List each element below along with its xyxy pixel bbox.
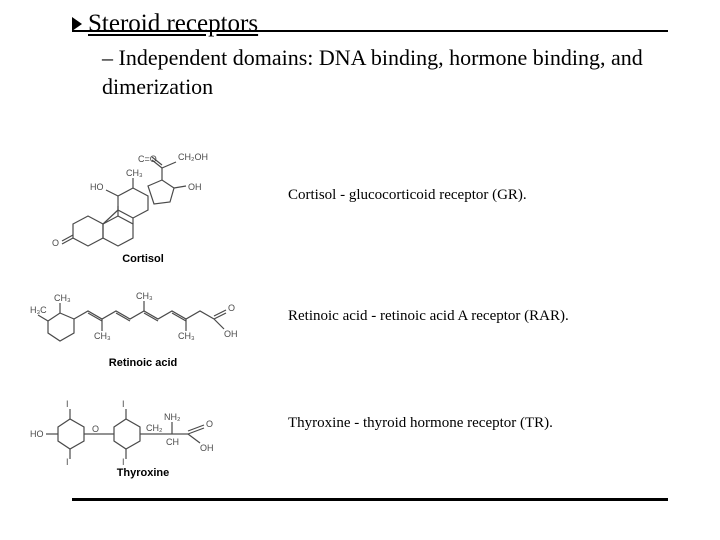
label-ch: CH <box>166 437 179 447</box>
molecule-caption-cortisol: Cortisol - glucocorticoid receptor (GR). <box>288 187 527 224</box>
bottom-rule <box>72 498 668 501</box>
label-ch2a: CH₂ <box>146 423 163 433</box>
label-o2: O <box>92 424 99 434</box>
label-i3: I <box>122 399 125 409</box>
label-ch3d: CH₃ <box>136 291 153 301</box>
molecule-name-retinoic: Retinoic acid <box>28 357 258 369</box>
label-cooh-o: O <box>228 303 235 313</box>
content-area: CH₂OH HO OH O C=O CH₃ Cortisol Cortisol … <box>28 146 688 497</box>
label-ch3a: CH₃ <box>126 168 143 178</box>
molecule-caption-thyroxine: Thyroxine - thyroid hormone receptor (TR… <box>288 415 553 452</box>
label-ch2oh: CH₂OH <box>178 152 208 162</box>
molecule-row-thyroxine: HO O I I I I CH₂ NH₂ CH O OH Thyroxine T… <box>28 387 688 479</box>
molecule-structure-retinoic: H₃C CH₃ CH₃ CH₃ CH₃ O OH Retinoic acid <box>28 283 258 369</box>
label-i4: I <box>122 457 125 465</box>
label-nh2: NH₂ <box>164 412 181 422</box>
molecule-structure-cortisol: CH₂OH HO OH O C=O CH₃ Cortisol <box>28 146 258 265</box>
molecule-name-thyroxine: Thyroxine <box>28 467 258 479</box>
thyroxine-structure-icon: HO O I I I I CH₂ NH₂ CH O OH <box>28 387 258 465</box>
label-ch3b: CH₃ <box>54 293 71 303</box>
subtitle-dash: – <box>102 45 119 70</box>
label-cooh-oh: OH <box>224 329 238 339</box>
slide-subtitle: – Independent domains: DNA binding, horm… <box>102 44 662 101</box>
cortisol-structure-icon: CH₂OH HO OH O C=O CH₃ <box>28 146 258 251</box>
molecule-row-cortisol: CH₂OH HO OH O C=O CH₃ Cortisol Cortisol … <box>28 146 688 265</box>
label-o: O <box>52 238 59 248</box>
title-row: Steroid receptors <box>72 10 258 38</box>
molecule-name-cortisol: Cortisol <box>28 253 258 265</box>
molecule-row-retinoic: H₃C CH₃ CH₃ CH₃ CH₃ O OH Retinoic acid R… <box>28 283 688 369</box>
label-co: C=O <box>138 154 157 164</box>
molecule-structure-thyroxine: HO O I I I I CH₂ NH₂ CH O OH Thyroxine <box>28 387 258 479</box>
label-ch3c: CH₃ <box>94 331 111 341</box>
label-ho: HO <box>90 182 104 192</box>
label-o3: O <box>206 419 213 429</box>
bullet-arrow-icon <box>72 17 82 31</box>
label-i1: I <box>66 399 69 409</box>
subtitle-text: Independent domains: DNA binding, hormon… <box>102 45 643 99</box>
retinoic-structure-icon: H₃C CH₃ CH₃ CH₃ CH₃ O OH <box>28 283 258 355</box>
molecule-caption-retinoic: Retinoic acid - retinoic acid A receptor… <box>288 308 569 345</box>
label-ch3e: CH₃ <box>178 331 195 341</box>
label-oh: OH <box>188 182 202 192</box>
label-ho2: HO <box>30 429 44 439</box>
label-oh2: OH <box>200 443 214 453</box>
slide-title: Steroid receptors <box>88 10 258 38</box>
label-h3c: H₃C <box>30 305 47 315</box>
label-i2: I <box>66 457 69 465</box>
